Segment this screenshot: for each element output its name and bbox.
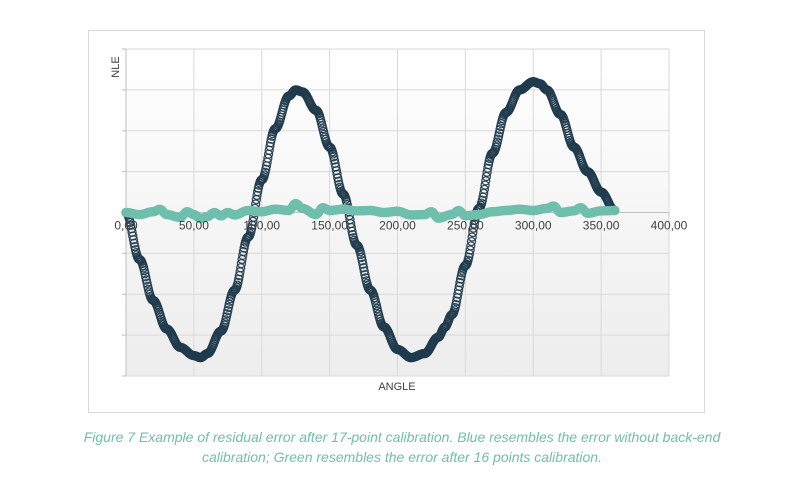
data-point xyxy=(360,269,370,280)
chart-frame: 0,00 50,00 100,00 150,00 200,00 250,00 300,00 3… xyxy=(88,30,705,413)
x-axis-title: ANGLE xyxy=(378,381,415,393)
y-axis-title: NLE xyxy=(110,56,122,77)
x-tick-label: 350,00 xyxy=(583,219,620,233)
data-point xyxy=(332,169,342,179)
data-point xyxy=(333,173,343,183)
data-point xyxy=(465,245,475,255)
data-point xyxy=(253,186,263,197)
figure-caption: Figure 7 Example of residual error after… xyxy=(20,427,784,467)
data-point xyxy=(265,141,275,152)
data-point xyxy=(483,159,494,170)
data-point xyxy=(346,222,357,233)
data-point xyxy=(610,205,620,216)
x-tick-label: 150,00 xyxy=(311,219,348,233)
data-point xyxy=(467,232,477,242)
data-series xyxy=(121,77,620,363)
data-point xyxy=(356,252,367,263)
data-point xyxy=(451,299,461,310)
data-point xyxy=(126,220,136,230)
data-point xyxy=(455,277,465,288)
data-point xyxy=(466,236,477,247)
data-point xyxy=(129,238,139,248)
data-point xyxy=(483,163,493,173)
x-tick-label: 250,00 xyxy=(447,219,484,233)
data-point xyxy=(477,195,487,205)
data-point xyxy=(248,216,258,227)
x-tick-label: 100,00 xyxy=(243,219,280,233)
data-point xyxy=(261,164,271,174)
data-point xyxy=(358,259,368,269)
series-1 xyxy=(121,77,620,363)
data-point xyxy=(466,241,476,251)
x-tick-label: 400,00 xyxy=(651,219,688,233)
x-tick-label: 0,00 xyxy=(114,219,138,233)
data-point xyxy=(455,274,466,284)
series-2 xyxy=(121,198,620,224)
caption-line-2: calibration; Green resembles the error a… xyxy=(202,449,602,465)
data-point xyxy=(347,226,357,236)
data-point xyxy=(358,263,369,273)
x-tick-label: 300,00 xyxy=(515,219,552,233)
data-point xyxy=(479,184,490,195)
caption-line-1: Figure 7 Example of residual error after… xyxy=(83,429,721,445)
x-tick-label: 50,00 xyxy=(179,219,209,233)
data-point xyxy=(357,256,367,266)
x-tick-label: 200,00 xyxy=(379,219,416,233)
data-point xyxy=(359,266,369,276)
data-point xyxy=(128,235,139,245)
data-point xyxy=(329,155,340,165)
data-point xyxy=(480,180,490,190)
data-point xyxy=(481,176,491,186)
data-point xyxy=(265,138,276,148)
tick-labels: 0,00 50,00 100,00 150,00 200,00 250,00 300,00 3… xyxy=(114,219,687,233)
data-point xyxy=(468,227,478,238)
chart-plot: 0,00 50,00 100,00 150,00 200,00 250,00 300,00 3… xyxy=(110,48,688,393)
data-point xyxy=(238,246,249,257)
